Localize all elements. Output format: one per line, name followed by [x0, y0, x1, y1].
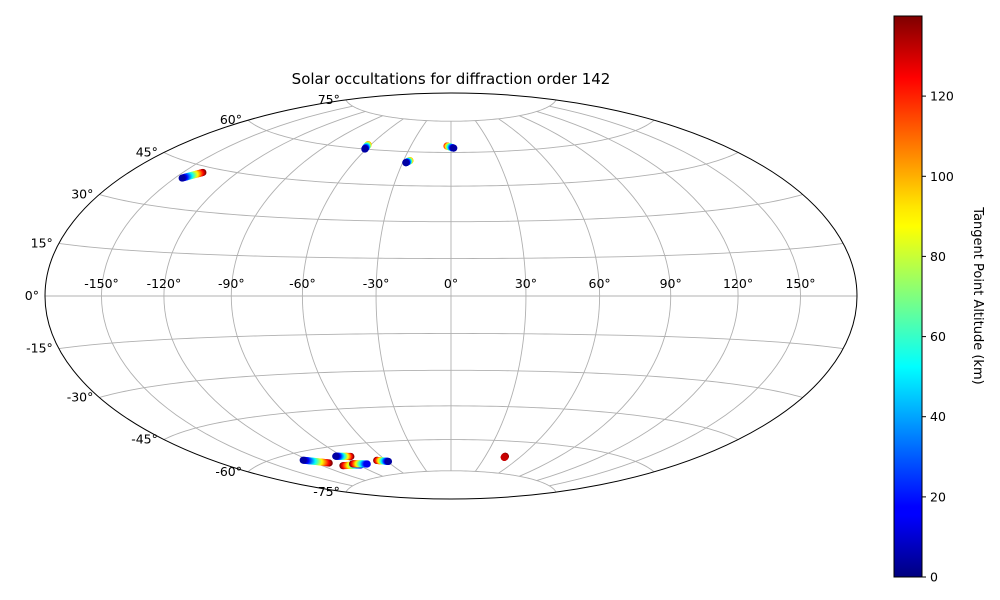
latitude-tick-label: -30° — [67, 390, 94, 405]
parallel-line — [163, 405, 739, 440]
longitude-tick-label: 120° — [723, 276, 753, 291]
colorbar-ticks: 0 20 40 60 80 100 120 — [922, 89, 954, 585]
latitude-tick-labels: 75° 60° 45° 30° 15° 0° -15° -30° -45° -60° -75° — [25, 92, 340, 499]
chart-title: Solar occultations for diffraction order… — [292, 70, 611, 88]
colorbar-tick-label: 100 — [930, 169, 954, 184]
occultation-track — [373, 456, 393, 466]
parallel-line — [247, 119, 655, 153]
map-boundary — [44, 92, 858, 500]
latitude-tick-label: 45° — [136, 145, 158, 160]
longitude-tick-label: 30° — [515, 276, 537, 291]
occultation-point — [500, 453, 508, 461]
occultation-point — [299, 456, 307, 464]
latitude-tick-label: -45° — [131, 432, 158, 447]
latitude-tick-label: -75° — [313, 484, 340, 499]
occultation-point — [178, 174, 186, 182]
parallel-line — [345, 99, 557, 122]
occultation-track — [332, 452, 355, 461]
longitude-tick-labels: -150° -120° -90° -60° -30° 0° 30° 60° 90° 120° 150… — [84, 276, 815, 291]
latitude-tick-label: 60° — [220, 112, 242, 127]
longitude-tick-label: -60° — [289, 276, 316, 291]
occultation-point — [402, 159, 410, 167]
latitude-tick-label: -15° — [26, 341, 53, 356]
colorbar-tick-label: 40 — [930, 409, 946, 424]
longitude-tick-label: 60° — [589, 276, 611, 291]
occultation-track — [299, 456, 333, 467]
parallel-line — [163, 152, 739, 187]
longitude-tick-label: -30° — [363, 276, 390, 291]
parallel-line — [247, 439, 655, 473]
occultation-point — [363, 460, 371, 468]
longitude-tick-label: 0° — [444, 276, 458, 291]
occultation-track — [443, 142, 458, 152]
occultation-point — [332, 452, 340, 460]
parallel-line — [99, 369, 803, 398]
parallel-line — [58, 333, 844, 349]
occultation-track — [349, 460, 371, 468]
parallel-line — [99, 194, 803, 223]
colorbar-tick-label: 0 — [930, 570, 938, 585]
latitude-tick-label: 0° — [25, 288, 39, 303]
occultation-track — [178, 168, 207, 182]
longitude-tick-label: 90° — [660, 276, 682, 291]
longitude-tick-label: -120° — [147, 276, 182, 291]
latitude-tick-label: 75° — [318, 92, 340, 107]
occultation-point — [450, 144, 458, 152]
latitude-tick-label: 15° — [31, 236, 53, 251]
graticule — [45, 99, 857, 493]
parallel-line — [58, 243, 844, 259]
colorbar-label: Tangent Point Altitude (km) — [970, 206, 985, 384]
colorbar-tick-label: 80 — [930, 249, 946, 264]
longitude-tick-label: 150° — [785, 276, 815, 291]
occultation-track — [361, 141, 372, 153]
latitude-tick-label: -60° — [215, 464, 242, 479]
longitude-tick-label: -90° — [218, 276, 245, 291]
occultation-track — [500, 452, 509, 461]
colorbar-tick-label: 20 — [930, 489, 946, 504]
colorbar — [893, 15, 923, 578]
latitude-tick-label: 30° — [71, 187, 93, 202]
occultation-track — [402, 157, 414, 167]
colorbar-tick-label: 60 — [930, 329, 946, 344]
parallel-line — [345, 470, 557, 493]
longitude-tick-label: -150° — [84, 276, 119, 291]
colorbar-tick-label: 120 — [930, 89, 954, 104]
occultation-points — [178, 141, 509, 470]
occultation-point — [361, 145, 369, 153]
occultation-point — [384, 457, 393, 466]
